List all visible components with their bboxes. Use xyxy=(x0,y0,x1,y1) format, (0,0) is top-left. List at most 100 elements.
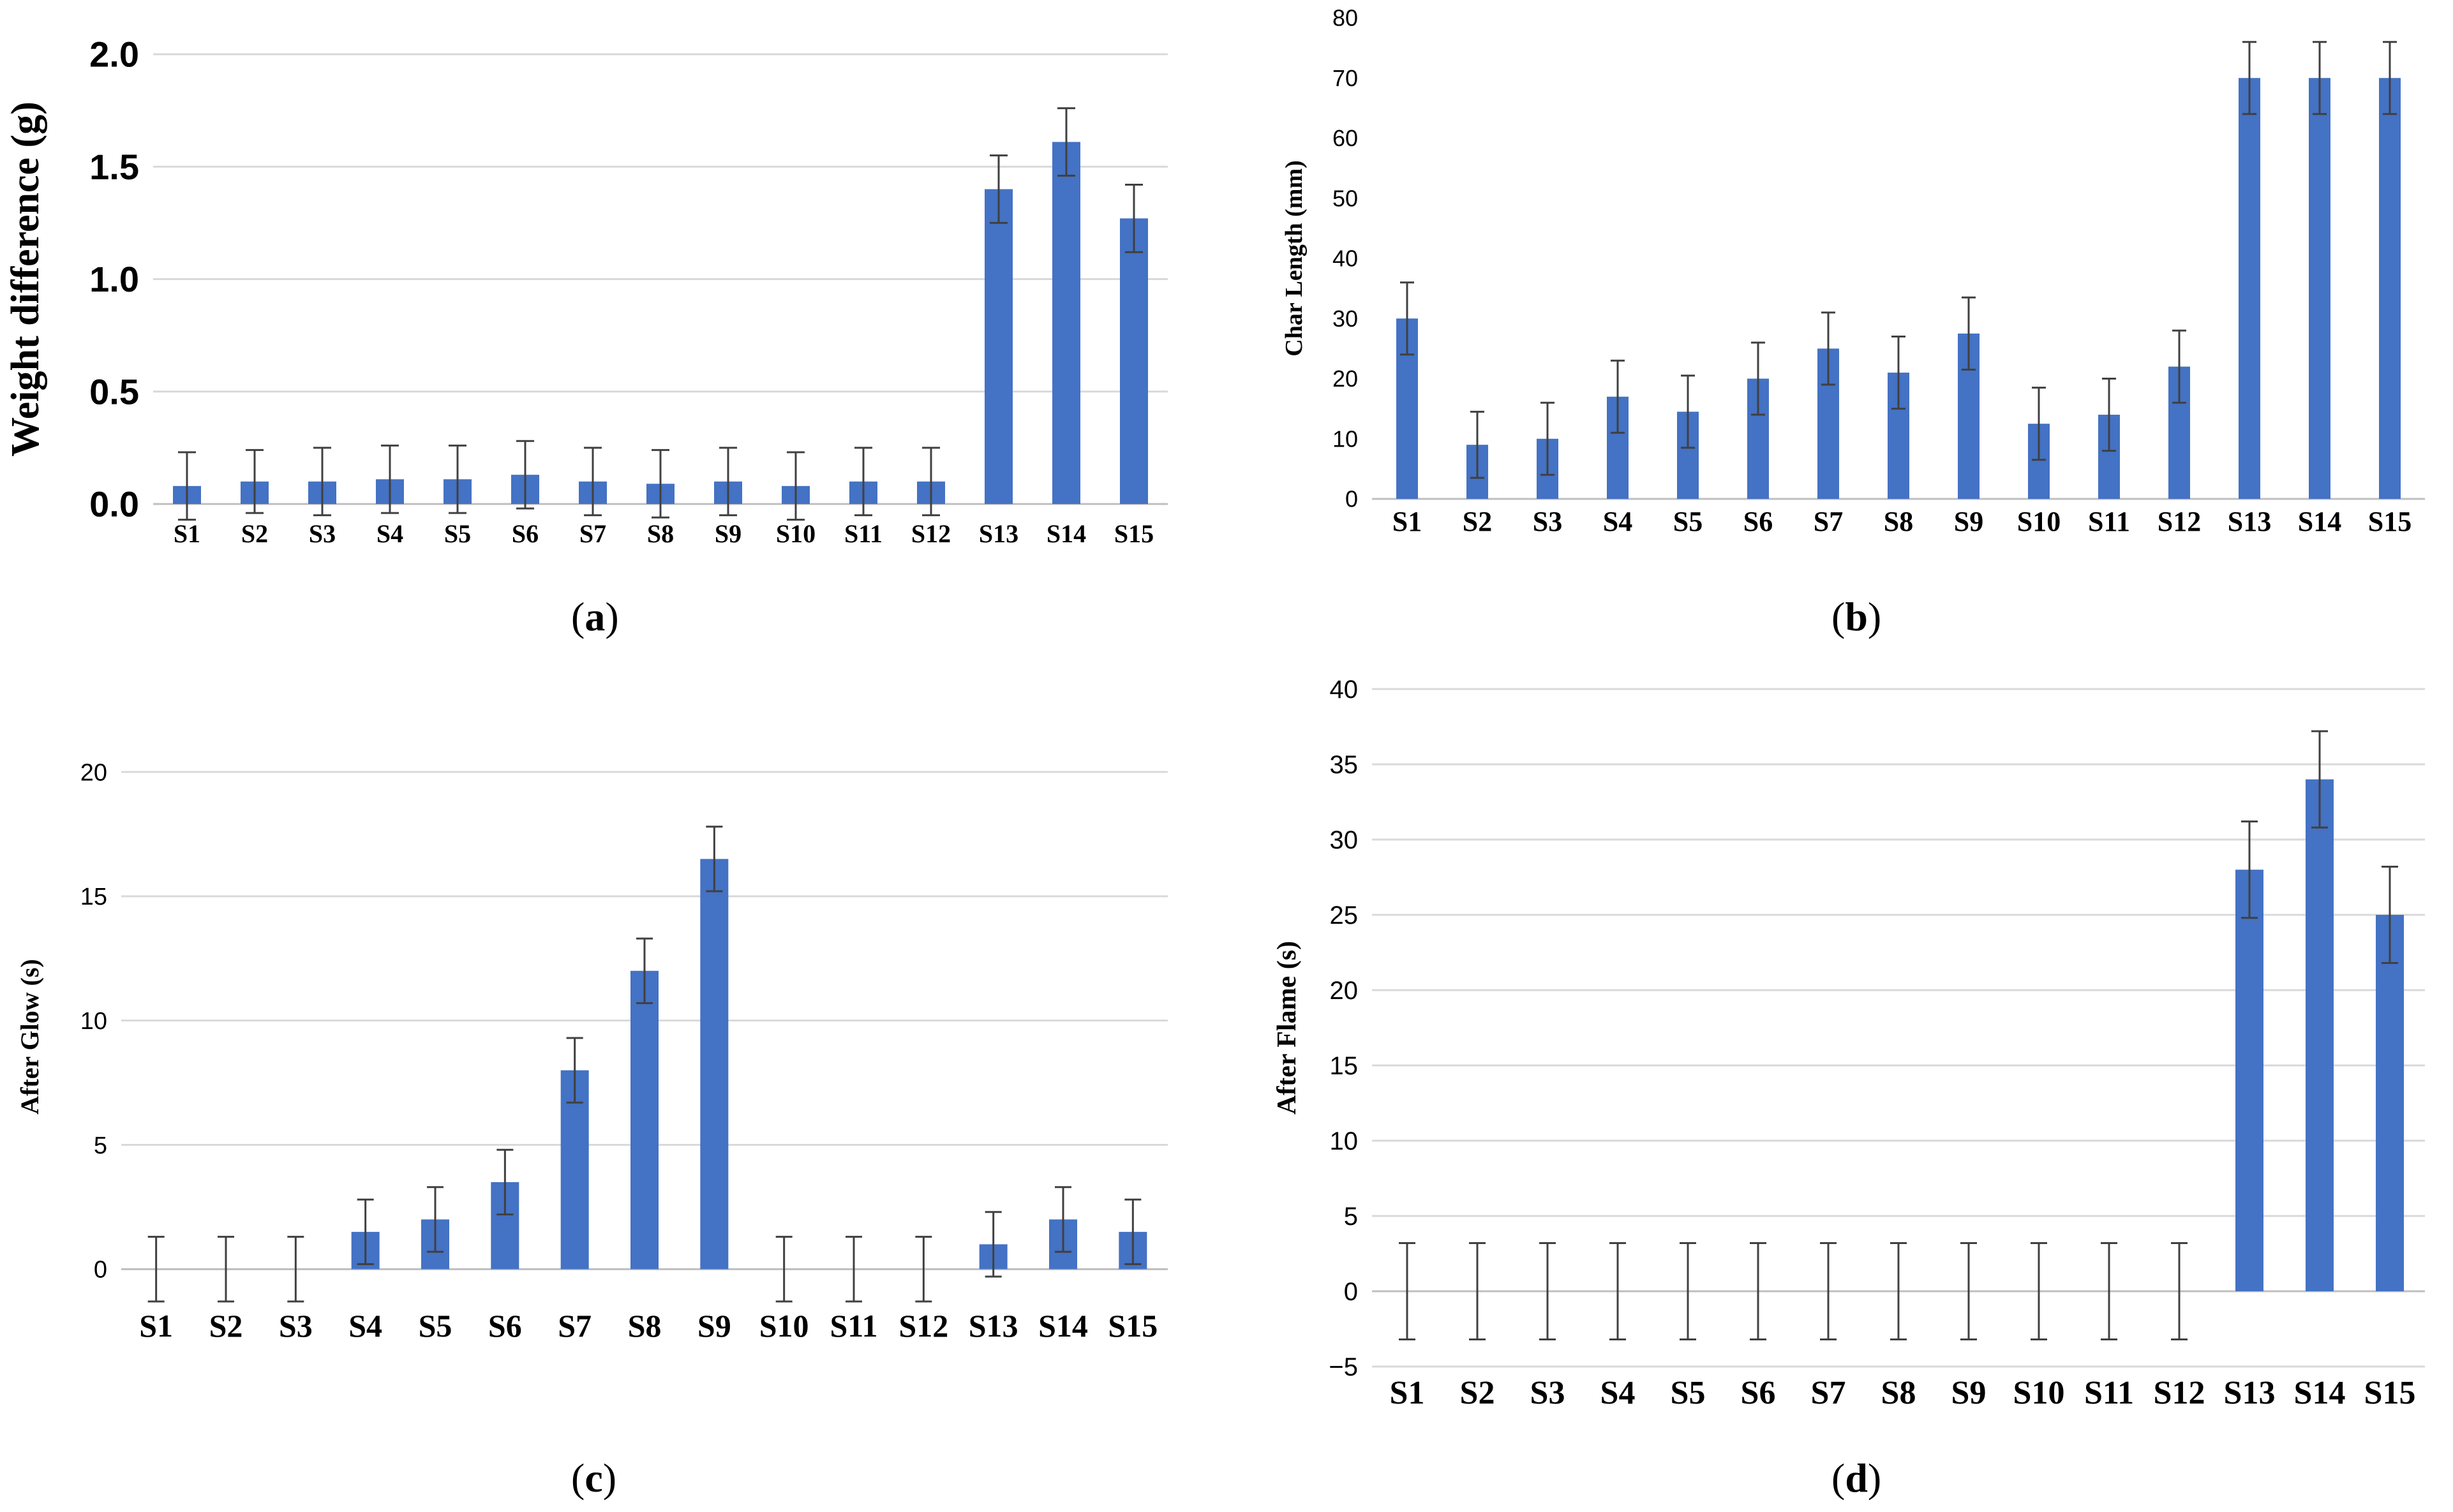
chart-c-svg: 0 5 10 15 20 S1 S2 S3 S4 S5 S6 S7 S8 S9 S10 S11 S12 S13 S1… xyxy=(15,759,1168,1344)
x-tick-label: S5 xyxy=(1673,506,1703,537)
chart-panel-a: 0.0 0.5 1.0 1.5 2.0 S1 S2 S3 S4 S5 S6 S7 S8 S9 S10 S11 S… xyxy=(0,0,1212,574)
x-tick-label: S5 xyxy=(1671,1375,1706,1411)
y-tick-label: 0.5 xyxy=(89,371,139,411)
caption-d: (d) xyxy=(1831,1455,1882,1501)
bar-S9 xyxy=(700,859,729,1270)
x-tick-label: S1 xyxy=(174,519,200,548)
y-tick-label: 15 xyxy=(1330,1052,1359,1080)
x-tick-label: S11 xyxy=(844,519,883,548)
bar-S14 xyxy=(1052,142,1080,505)
x-tick-label: S4 xyxy=(1603,506,1632,537)
y-tick-label: 40 xyxy=(1330,676,1359,704)
y-tick-label: 20 xyxy=(80,759,107,786)
y-axis-title: After Glow (s) xyxy=(15,959,44,1115)
y-tick-label: 5 xyxy=(1344,1203,1358,1231)
x-tick-label: S1 xyxy=(139,1308,173,1344)
bar-S14 xyxy=(2306,779,2334,1291)
y-tick-label: 1.0 xyxy=(89,259,139,299)
caption-c: (c) xyxy=(571,1455,617,1501)
x-tick-label: S11 xyxy=(2088,506,2130,537)
x-tick-label: S2 xyxy=(1460,1375,1495,1411)
y-tick-label: 20 xyxy=(1332,366,1358,392)
x-tick-label: S3 xyxy=(1533,506,1562,537)
y-tick-label: −5 xyxy=(1329,1353,1358,1381)
chart-d-svg: −5 0 5 10 15 20 25 30 35 40 S1 S2 S3 S4 S5 S6 S7 S8 S9 S10 S… xyxy=(1272,676,2425,1411)
x-tick-label: S6 xyxy=(488,1308,522,1344)
y-tick-label: 5 xyxy=(94,1132,107,1159)
y-tick-label: 25 xyxy=(1330,901,1359,930)
caption-b: (b) xyxy=(1831,594,1882,639)
x-tick-label: S8 xyxy=(1884,506,1913,537)
x-tick-label: S11 xyxy=(2084,1375,2134,1411)
y-tick-label: 80 xyxy=(1332,5,1358,31)
y-tick-label: 10 xyxy=(1332,426,1358,452)
x-tick-label: S7 xyxy=(579,519,606,548)
y-axis-title: After Flame (s) xyxy=(1272,941,1302,1115)
y-tick-label: 0 xyxy=(1344,1278,1358,1306)
x-tick-label: S3 xyxy=(309,519,336,548)
x-tick-label: S4 xyxy=(1600,1375,1636,1411)
x-tick-label: S15 xyxy=(2364,1375,2416,1411)
x-tick-label: S15 xyxy=(1108,1308,1158,1344)
x-tick-label: S11 xyxy=(830,1308,877,1344)
x-tick-label: S13 xyxy=(2228,506,2271,537)
x-tick-label: S1 xyxy=(1392,506,1422,537)
y-tick-label: 40 xyxy=(1332,246,1358,272)
x-tick-label: S14 xyxy=(1047,519,1086,548)
x-tick-label: S7 xyxy=(1811,1375,1846,1411)
x-tick-label: S9 xyxy=(1951,1375,1987,1411)
x-tick-label: S12 xyxy=(898,1308,948,1344)
x-tick-label: S14 xyxy=(2298,506,2341,537)
x-tick-label: S1 xyxy=(1390,1375,1425,1411)
y-axis-title: Char Length (mm) xyxy=(1281,160,1308,357)
x-tick-label: S13 xyxy=(2224,1375,2276,1411)
x-tick-label: S10 xyxy=(2017,506,2061,537)
x-tick-label: S8 xyxy=(647,519,674,548)
y-tick-label: 1.5 xyxy=(89,147,139,187)
x-tick-label: S7 xyxy=(558,1308,592,1344)
x-tick-label: S9 xyxy=(715,519,742,548)
x-tick-label: S2 xyxy=(209,1308,243,1344)
bar-S8 xyxy=(630,970,659,1270)
y-tick-label: 0 xyxy=(94,1257,107,1284)
bar-S15 xyxy=(1120,218,1148,504)
y-tick-label: 70 xyxy=(1332,65,1358,91)
y-tick-label: 0 xyxy=(1345,486,1358,512)
x-tick-label: S12 xyxy=(2158,506,2201,537)
x-tick-label: S4 xyxy=(348,1308,382,1344)
x-tick-label: S10 xyxy=(776,519,816,548)
y-tick-label: 20 xyxy=(1330,977,1359,1005)
y-tick-label: 10 xyxy=(80,1008,107,1035)
x-tick-label: S2 xyxy=(241,519,268,548)
x-tick-label: S8 xyxy=(628,1308,662,1344)
chart-panel-b: 0 10 20 30 40 50 60 70 80 S1 S2 S3 S4 S5 S6 S7 S8 S9 S10 S1… xyxy=(1251,0,2453,574)
x-tick-label: S9 xyxy=(1954,506,1983,537)
x-tick-label: S10 xyxy=(2013,1375,2065,1411)
y-tick-label: 0.0 xyxy=(89,484,139,524)
x-tick-label: S15 xyxy=(1114,519,1154,548)
y-tick-label: 35 xyxy=(1330,751,1359,779)
bar-S15 xyxy=(2379,78,2401,499)
y-tick-label: 15 xyxy=(80,884,107,910)
x-tick-label: S10 xyxy=(759,1308,809,1344)
y-tick-label: 60 xyxy=(1332,125,1358,151)
y-tick-label: 2.0 xyxy=(89,34,139,75)
chart-b-svg: 0 10 20 30 40 50 60 70 80 S1 S2 S3 S4 S5 S6 S7 S8 S9 S10 S1… xyxy=(1281,5,2425,537)
bar-S13 xyxy=(985,189,1013,504)
x-tick-label: S14 xyxy=(2294,1375,2346,1411)
x-tick-label: S4 xyxy=(377,519,403,548)
y-axis-title: Weight difference (g) xyxy=(4,101,47,457)
y-tick-label: 50 xyxy=(1332,185,1358,211)
x-tick-label: S6 xyxy=(512,519,539,548)
y-tick-label: 30 xyxy=(1332,306,1358,332)
x-tick-label: S2 xyxy=(1463,506,1492,537)
x-tick-label: S3 xyxy=(1530,1375,1565,1411)
x-tick-label: S13 xyxy=(979,519,1018,548)
caption-a: (a) xyxy=(571,594,619,639)
x-tick-label: S13 xyxy=(969,1308,1018,1344)
x-tick-label: S9 xyxy=(697,1308,731,1344)
x-tick-label: S6 xyxy=(1743,506,1773,537)
chart-panel-c: 0 5 10 15 20 S1 S2 S3 S4 S5 S6 S7 S8 S9 S10 S11 S12 S13 S1… xyxy=(0,734,1212,1359)
x-tick-label: S5 xyxy=(444,519,471,548)
x-tick-label: S15 xyxy=(2368,506,2412,537)
